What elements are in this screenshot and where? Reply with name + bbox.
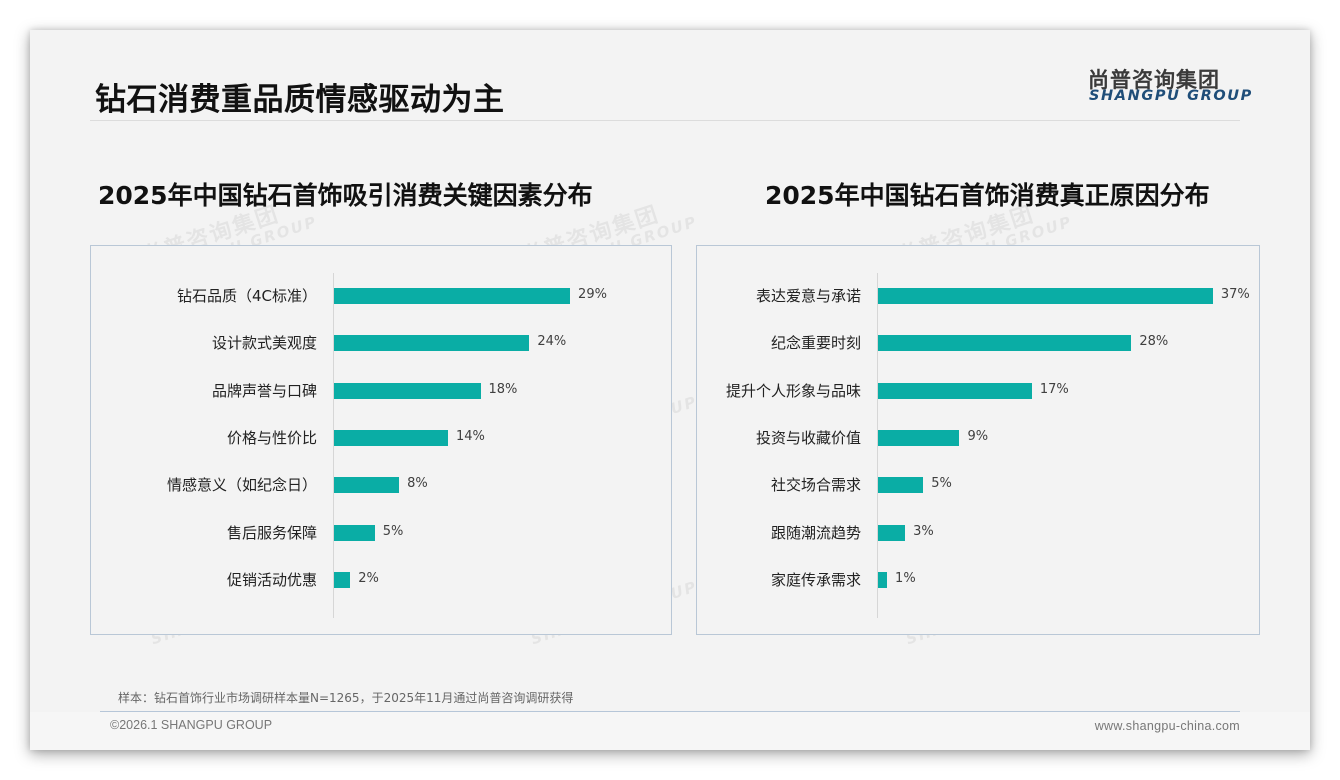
- page-title: 钻石消费重品质情感驱动为主: [95, 82, 505, 118]
- bar-row: 投资与收藏价值 9%: [697, 428, 1259, 447]
- value-label: 17%: [1039, 381, 1069, 397]
- value-label: 37%: [1220, 287, 1250, 302]
- bar: [334, 524, 375, 541]
- bar-row: 表达爱意与承诺 37%: [697, 287, 1259, 305]
- category-label: 价格与性价比: [226, 428, 317, 447]
- sample-note: 样本：钻石首饰行业市场调研样本量N=1265，于2025年11月通过尚普咨询调研…: [118, 691, 574, 705]
- bar-row: 钻石品质（4C标准） 29%: [91, 287, 671, 305]
- value-label: 14%: [455, 428, 485, 444]
- y-axis-line: [333, 273, 334, 618]
- value-label: 24%: [537, 334, 567, 350]
- y-axis-line: [877, 273, 878, 618]
- logo-chinese: 尚普咨询集团: [1088, 68, 1220, 92]
- footer-band: [30, 712, 1310, 750]
- bar-row: 家庭传承需求 1%: [697, 570, 1259, 589]
- bar-row: 提升个人形象与品味 17%: [697, 381, 1259, 400]
- bar: [334, 382, 481, 399]
- value-label: 3%: [913, 523, 934, 539]
- value-label: 9%: [967, 428, 989, 444]
- bar: [878, 571, 888, 588]
- category-label: 社交场合需求: [770, 476, 861, 495]
- value-label: 5%: [931, 476, 952, 492]
- category-label: 提升个人形象与品味: [725, 381, 861, 400]
- category-label: 跟随潮流趋势: [770, 523, 861, 542]
- slide: 钻石消费重品质情感驱动为主 尚普咨询集团 SHANGPU GROUP 尚普咨询集…: [30, 30, 1310, 750]
- bar-row: 情感意义（如纪念日） 8%: [91, 476, 671, 495]
- bar-row: 售后服务保障 5%: [91, 523, 671, 542]
- bar-row: 价格与性价比 14%: [91, 428, 671, 447]
- bar-row: 促销活动优惠 2%: [91, 570, 671, 589]
- value-label: 18%: [488, 381, 518, 397]
- value-label: 1%: [895, 570, 916, 586]
- value-label: 2%: [358, 570, 379, 586]
- bar-row: 品牌声誉与口碑 18%: [91, 381, 671, 400]
- category-label: 家庭传承需求: [770, 570, 861, 589]
- category-label: 促销活动优惠: [226, 570, 317, 589]
- bar: [334, 335, 530, 352]
- bar: [334, 571, 351, 588]
- bar: [334, 288, 571, 304]
- chart-right: 表达爱意与承诺 37% 纪念重要时刻 28% 提升个人形象与品味 17% 投资与收藏价值 9%…: [696, 245, 1260, 635]
- title-divider: [90, 120, 1240, 121]
- bar-row: 纪念重要时刻 28%: [697, 334, 1259, 353]
- footer-divider: [100, 711, 1240, 712]
- website-url: www.shangpu-china.com: [1094, 719, 1240, 733]
- bar: [878, 288, 1213, 304]
- category-label: 纪念重要时刻: [770, 334, 861, 353]
- value-label: 5%: [382, 523, 404, 539]
- bar: [334, 429, 448, 446]
- value-label: 28%: [1139, 334, 1169, 350]
- category-label: 情感意义（如纪念日）: [166, 476, 317, 495]
- bar: [334, 477, 400, 494]
- value-label: 29%: [578, 287, 607, 302]
- bar: [878, 335, 1132, 352]
- category-label: 投资与收藏价值: [755, 428, 861, 447]
- category-label: 售后服务保障: [226, 523, 317, 542]
- chart-left: 钻石品质（4C标准） 29% 设计款式美观度 24% 品牌声誉与口碑 18% 价格与性价比 1…: [90, 245, 672, 635]
- bar-row: 跟随潮流趋势 3%: [697, 523, 1259, 542]
- bar-row: 社交场合需求 5%: [697, 476, 1259, 495]
- category-label: 钻石品质（4C标准）: [176, 287, 317, 305]
- copyright: ©2026.1 SHANGPU GROUP: [110, 718, 273, 732]
- value-label: 8%: [407, 476, 428, 492]
- bar: [878, 477, 924, 494]
- logo-english: SHANGPU GROUP: [1089, 88, 1253, 104]
- bar: [878, 524, 906, 541]
- chart-title-left: 2025年中国钻石首饰吸引消费关键因素分布: [98, 181, 593, 210]
- category-label: 表达爱意与承诺: [755, 287, 861, 305]
- bar: [878, 429, 960, 446]
- bar: [878, 382, 1032, 399]
- category-label: 设计款式美观度: [211, 334, 317, 353]
- bar-row: 设计款式美观度 24%: [91, 334, 671, 353]
- chart-title-right: 2025年中国钻石首饰消费真正原因分布: [765, 181, 1210, 210]
- category-label: 品牌声誉与口碑: [211, 381, 317, 400]
